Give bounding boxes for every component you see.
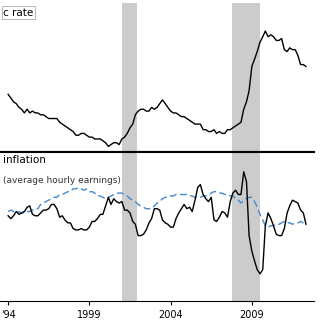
Text: inflation: inflation	[3, 155, 46, 165]
Text: c rate: c rate	[3, 8, 33, 18]
Bar	[122, 152, 137, 301]
Bar	[122, 3, 137, 152]
Text: (average hourly earnings): (average hourly earnings)	[3, 176, 121, 185]
Bar	[232, 3, 260, 152]
Bar	[232, 152, 260, 301]
